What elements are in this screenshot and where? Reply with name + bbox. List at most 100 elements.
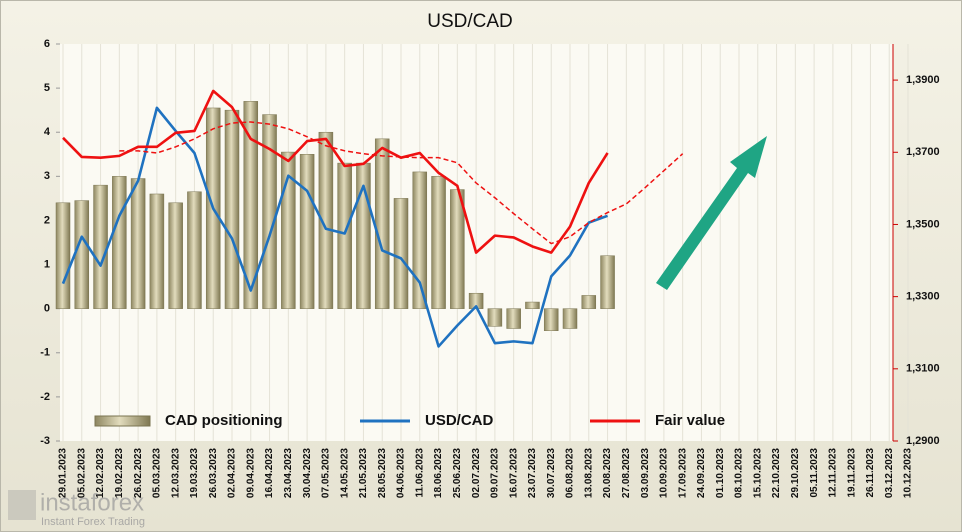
x-tick-label: 15.10.2023 — [752, 448, 763, 498]
x-tick-label: 01.10.2023 — [715, 448, 726, 498]
x-tick-label: 19.11.2023 — [846, 448, 857, 498]
x-tick-label: 08.10.2023 — [734, 448, 745, 498]
bar — [224, 109, 240, 309]
legend-swatch — [94, 415, 151, 427]
x-tick-label: 23.04.2023 — [283, 448, 294, 498]
x-tick-label: 27.08.2023 — [621, 448, 632, 498]
bar — [600, 255, 615, 309]
bar — [525, 301, 540, 309]
x-tick-label: 09.07.2023 — [490, 448, 501, 498]
y-tick-label: -2 — [40, 391, 50, 403]
x-tick-label: 02.04.2023 — [227, 448, 238, 498]
bar — [93, 184, 108, 309]
x-tick-label: 16.04.2023 — [264, 448, 275, 498]
y-tick-label: 5 — [44, 82, 50, 94]
x-tick-label: 19.02.2023 — [114, 448, 125, 498]
x-tick-label: 03.09.2023 — [640, 448, 651, 498]
bar — [149, 193, 165, 309]
bar — [112, 176, 127, 309]
x-tick-label: 23.07.2023 — [527, 448, 538, 498]
x-tick-label: 19.03.2023 — [189, 448, 200, 498]
trend-line — [119, 121, 684, 245]
x-tick-label: 09.04.2023 — [245, 448, 256, 498]
x-tick-label: 02.07.2023 — [471, 448, 482, 498]
y-tick-label: -3 — [40, 435, 50, 447]
x-tick-label: 10.12.2023 — [903, 448, 914, 498]
line — [62, 89, 609, 254]
x-tick-label: 22.10.2023 — [771, 448, 782, 498]
y2-tick-label: 1,3100 — [906, 363, 940, 375]
bar — [581, 295, 597, 309]
legend-label: Fair value — [655, 412, 725, 429]
y-tick-label: 6 — [44, 38, 50, 50]
x-tick-label: 24.09.2023 — [696, 448, 707, 498]
bar — [431, 176, 446, 309]
x-tick-label: 05.03.2023 — [152, 448, 163, 498]
x-tick-label: 12.02.2023 — [95, 448, 106, 498]
y2-tick-label: 1,3700 — [906, 146, 940, 158]
x-tick-label: 10.09.2023 — [659, 448, 670, 498]
y2-tick-label: 1,3900 — [906, 74, 940, 86]
y-tick-label: -1 — [40, 347, 50, 359]
y-tick-label: 4 — [44, 126, 51, 138]
y-tick-label: 2 — [44, 214, 50, 226]
bar — [337, 162, 352, 309]
bar — [487, 308, 503, 327]
x-tick-label: 06.08.2023 — [565, 448, 576, 498]
bar — [130, 178, 146, 309]
x-tick-label: 11.06.2023 — [414, 448, 425, 498]
bar — [299, 154, 315, 309]
line — [61, 106, 609, 348]
x-tick-label: 21.05.2023 — [358, 448, 369, 498]
x-tick-label: 17.09.2023 — [677, 448, 688, 498]
x-tick-label: 26.02.2023 — [133, 448, 144, 498]
x-tick-label: 29.01.2023 — [58, 448, 69, 498]
bar — [74, 200, 90, 309]
bar — [506, 308, 521, 329]
legend-label: USD/CAD — [425, 412, 494, 429]
x-tick-label: 12.11.2023 — [828, 448, 839, 498]
bar — [562, 308, 578, 329]
bar — [55, 202, 71, 309]
x-tick-label: 26.11.2023 — [865, 448, 876, 498]
bar — [168, 202, 183, 309]
x-tick-label: 13.08.2023 — [583, 448, 594, 498]
x-tick-label: 05.11.2023 — [809, 448, 820, 498]
x-tick-label: 14.05.2023 — [339, 448, 350, 498]
logo-icon — [8, 490, 36, 520]
logo-tagline: Instant Forex Trading — [41, 516, 145, 528]
bar — [243, 101, 259, 309]
y2-tick-label: 1,2900 — [906, 435, 940, 447]
bar — [187, 191, 202, 309]
logo: instaforex Instant Forex Trading — [8, 489, 145, 528]
x-tick-label: 07.05.2023 — [321, 448, 332, 498]
y-tick-label: 1 — [44, 258, 50, 270]
x-tick-label: 05.02.2023 — [76, 448, 87, 498]
bar — [543, 308, 559, 331]
bar — [262, 114, 277, 309]
x-tick-label: 29.10.2023 — [790, 448, 801, 498]
y2-tick-label: 1,3300 — [906, 291, 940, 303]
x-tick-label: 30.07.2023 — [546, 448, 557, 498]
y-tick-label: 3 — [44, 170, 50, 182]
bar — [318, 131, 334, 309]
bar — [412, 171, 428, 309]
chart-title: USD/CAD — [427, 11, 513, 32]
y-tick-label: 0 — [44, 303, 50, 315]
y2-tick-label: 1,3500 — [906, 218, 940, 230]
x-tick-label: 12.03.2023 — [170, 448, 181, 498]
x-tick-label: 30.04.2023 — [302, 448, 313, 498]
bar — [374, 138, 390, 309]
x-tick-label: 04.06.2023 — [396, 448, 407, 498]
x-tick-label: 20.08.2023 — [602, 448, 613, 498]
x-tick-label: 25.06.2023 — [452, 448, 463, 498]
legend-label: CAD positioning — [165, 412, 282, 429]
x-tick-label: 18.06.2023 — [433, 448, 444, 498]
x-tick-label: 26.03.2023 — [208, 448, 219, 498]
logo-brand: instaforex — [40, 489, 144, 516]
trend-arrow — [656, 136, 767, 290]
x-tick-label: 28.05.2023 — [377, 448, 388, 498]
bar — [393, 198, 409, 309]
